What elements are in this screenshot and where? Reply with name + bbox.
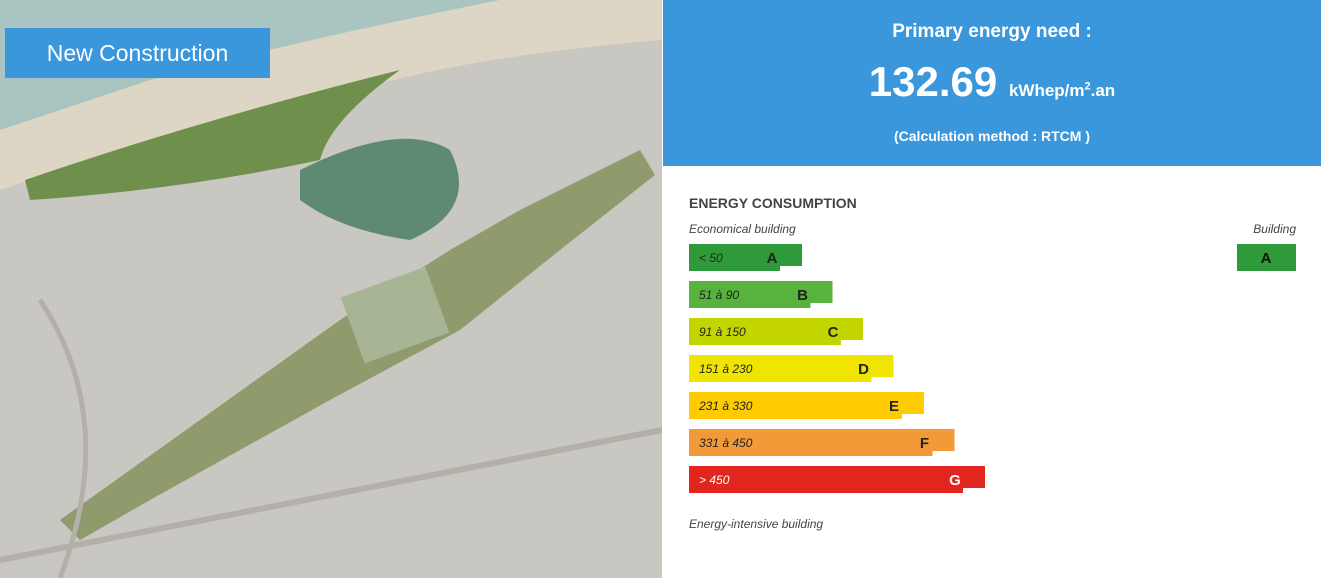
unit-text: kWhep/m: [1009, 81, 1085, 100]
class-range: 151 à 230: [699, 362, 753, 376]
class-bar: [689, 318, 863, 340]
section-title: ENERGY CONSUMPTION: [689, 195, 857, 211]
building-label: Building: [1253, 222, 1296, 236]
photo-label: New Construction: [5, 28, 270, 78]
calc-method: (Calculation method : RTCM ): [663, 128, 1321, 144]
class-bar: [689, 466, 985, 488]
header-title: Primary energy need :: [663, 21, 1321, 43]
class-letter: G: [949, 472, 961, 489]
class-letter: D: [858, 361, 869, 378]
class-range: > 450: [699, 473, 730, 487]
class-letter: E: [889, 398, 899, 415]
energy-header: Primary energy need : 132.69 kWhep/m2.an…: [663, 0, 1321, 166]
value: 132.69: [869, 58, 997, 105]
class-bar: [689, 355, 894, 377]
class-bar: [689, 392, 924, 414]
bottom-label: Energy-intensive building: [689, 517, 823, 531]
class-bar-step: [689, 266, 780, 271]
class-letter: F: [920, 435, 929, 452]
unit-suffix: .an: [1091, 81, 1116, 100]
class-range: 51 à 90: [699, 288, 739, 302]
class-bar-step: [689, 377, 872, 382]
aerial-photo: [0, 0, 662, 578]
class-range: < 50: [699, 251, 723, 265]
top-label: Economical building: [689, 222, 796, 236]
class-range: 231 à 330: [698, 399, 753, 413]
class-bar-step: [689, 451, 933, 456]
class-bar-step: [689, 414, 902, 419]
class-letter: A: [767, 250, 778, 267]
class-letter: B: [797, 287, 808, 304]
class-bar: [689, 244, 802, 266]
building-badge: [1237, 244, 1296, 271]
class-bar: [689, 429, 955, 451]
class-bar-step: [689, 488, 963, 493]
class-range: 91 à 150: [699, 325, 746, 339]
building-letter: A: [1261, 250, 1272, 267]
energy-value: 132.69 kWhep/m2.an: [663, 58, 1321, 106]
class-letter: C: [828, 324, 839, 341]
class-bar-step: [689, 340, 841, 345]
page: New Construction Primary energy need : 1…: [0, 0, 1321, 578]
class-range: 331 à 450: [699, 436, 753, 450]
class-bar-step: [689, 303, 811, 308]
class-bar: [689, 281, 833, 303]
unit: kWhep/m2.an: [1009, 81, 1115, 100]
